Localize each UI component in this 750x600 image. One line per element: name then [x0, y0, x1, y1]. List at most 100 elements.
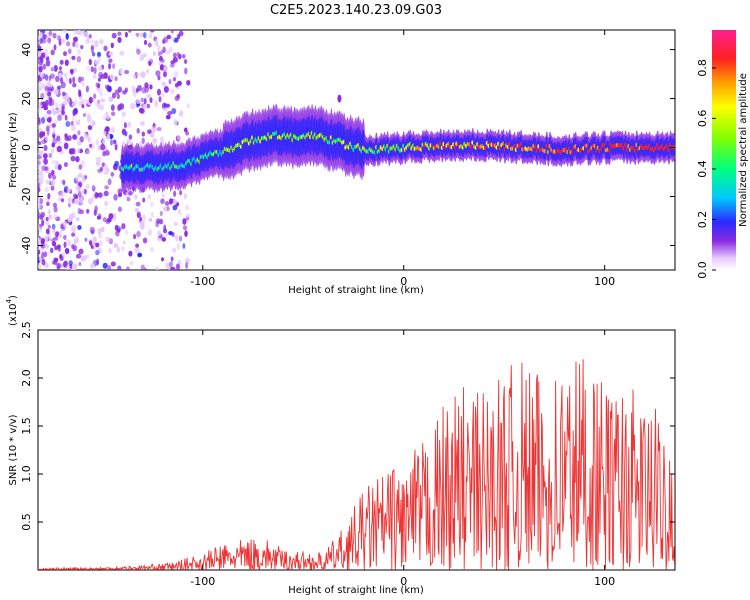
spectrogram-noise-cell [175, 263, 181, 270]
spectrogram-noise-cell [133, 233, 137, 240]
spectrogram-noise-cell [40, 211, 46, 218]
spectrogram-noise-cell [38, 65, 43, 73]
spectrogram-noise-cell [57, 196, 62, 202]
spectrogram-noise-cell [159, 136, 165, 144]
spectrogram-noise-cell [39, 55, 43, 62]
spectrogram-noise-cell [169, 63, 175, 68]
spectrogram-noise-cell [95, 161, 101, 166]
spectrogram-noise-cell [172, 247, 177, 253]
spectrogram-noise-cell [45, 228, 50, 235]
colorbar-tick-label: 0.2 [696, 211, 709, 229]
spectrogram-noise-cell [68, 48, 72, 55]
spectrogram-noise-cell [135, 32, 140, 37]
spectrogram-noise-cell [125, 266, 130, 270]
spectrogram-noise-cell [159, 210, 163, 217]
spectrogram-noise-cell [117, 31, 122, 36]
snr-axes: -100 0 100 0.5 1.0 1.5 2.0 2.5 [20, 321, 675, 588]
spectrogram-noise-cell [43, 153, 48, 159]
spectrogram-noise-cell [140, 71, 146, 79]
spectrogram-noise-cell [85, 85, 89, 93]
spectrogram-noise-cell [44, 99, 49, 107]
spectrogram-xtick-label: -100 [190, 275, 215, 288]
spectrogram-noise-cell [52, 127, 56, 135]
spectrogram-noise-cell [91, 185, 96, 192]
spectrogram-noise-cell [40, 177, 44, 185]
spectrogram-noise-cell [149, 132, 155, 138]
spectrogram-noise-cell [57, 114, 62, 121]
spectrogram-noise-cell [40, 238, 45, 245]
snr-xtick-label: 100 [594, 575, 615, 588]
spectrogram-noise-cell [83, 98, 87, 105]
spectrogram-noise-cell [149, 30, 155, 33]
spectrogram-noise-cell [81, 81, 85, 87]
spectrogram-noise-cell [47, 91, 52, 97]
spectrogram-panel: -100 0 100 -40 -20 0 20 40 Height of straight l… [8, 29, 676, 296]
spectrogram-noise-cell [122, 90, 127, 95]
spectrogram-noise-cell [56, 109, 62, 114]
spectrogram-noise-cell [94, 242, 100, 248]
spectrogram-noise-cell [104, 126, 110, 133]
spectrogram-noise-cell [53, 236, 59, 241]
spectrogram-noise-cell [135, 243, 140, 248]
spectrogram-noise-cell [117, 86, 123, 93]
spectrogram-xlabel: Height of straight line (km) [288, 285, 424, 296]
spectrogram-noise-cell [99, 92, 103, 97]
spectrogram-noise-cell [76, 30, 82, 36]
spectrogram-noise-cell [144, 85, 150, 93]
spectrogram-noise-cell [63, 142, 69, 150]
spectrogram-noise-cell [160, 58, 165, 63]
spectrogram-noise-cell [97, 213, 102, 220]
spectrogram-noise-cell [46, 80, 52, 86]
spectrogram-noise-cell [110, 111, 116, 117]
spectrogram-noise-cell [38, 224, 40, 230]
spectrogram-noise-cell [38, 141, 42, 146]
spectrogram-noise-cell [138, 107, 144, 114]
spectrogram-noise-cell [105, 236, 110, 243]
spectrogram-noise-cell [46, 201, 50, 207]
spectrogram-noise-cell [173, 119, 178, 126]
spectrogram-noise-cell [99, 38, 104, 45]
spectrogram-noise-cell [155, 266, 159, 270]
spectrogram-noise-cell [79, 136, 84, 143]
spectrogram-noise-cell [38, 182, 41, 189]
spectrogram-noise-cell [185, 131, 190, 136]
spectrogram-noise-cell [113, 193, 118, 201]
spectrogram-noise-cell [52, 32, 57, 39]
spectrogram-noise-cell [78, 261, 82, 267]
spectrogram-noise-cell [76, 148, 81, 153]
spectrogram-noise-cell [85, 208, 90, 214]
spectrogram-noise-cell [103, 45, 108, 52]
spectrogram-noise-cell [147, 229, 153, 236]
spectrogram-noise-cell [38, 163, 41, 170]
spectrogram-noise-cell [186, 79, 191, 86]
spectrogram-noise-cell [182, 225, 188, 231]
spectrogram-noise-cell [112, 139, 117, 145]
spectrogram-noise-cell [72, 111, 76, 117]
spectrogram-noise-cell [38, 42, 40, 48]
spectrogram-noise-cell [128, 134, 133, 140]
spectrogram-noise-cell [64, 114, 68, 121]
spectrogram-noise-cell [47, 224, 51, 229]
spectrogram-noise-cell [167, 110, 173, 116]
spectrogram-noise-cell [136, 127, 140, 134]
spectrogram-noise-cell [90, 66, 94, 73]
spectrogram-noise-cell [75, 217, 80, 222]
spectrogram-noise-cell [176, 242, 181, 250]
spectrogram-noise-cell [47, 192, 51, 200]
spectrogram-noise-cell [46, 109, 52, 115]
spectrogram-noise-cell [64, 136, 70, 141]
spectrogram-noise-cell [95, 138, 100, 146]
spectrogram-noise-cell [38, 238, 41, 246]
spectrogram-noise-cell [163, 85, 169, 93]
spectrogram-noise-cell [68, 77, 72, 85]
spectrogram-noise-cell [173, 71, 179, 78]
spectrogram-noise-cell [161, 193, 165, 199]
spectrogram-noise-cell [156, 44, 161, 52]
snr-ytick-label: 2.5 [20, 321, 33, 339]
spectrogram-noise-cell [58, 66, 63, 71]
spectrogram-noise-cell [74, 41, 79, 49]
spectrogram-noise-cell [97, 156, 102, 163]
spectrogram-noise-cell [126, 139, 132, 144]
spectrogram-noise-cell [43, 106, 48, 111]
spectrogram-noise-cell [150, 247, 155, 253]
